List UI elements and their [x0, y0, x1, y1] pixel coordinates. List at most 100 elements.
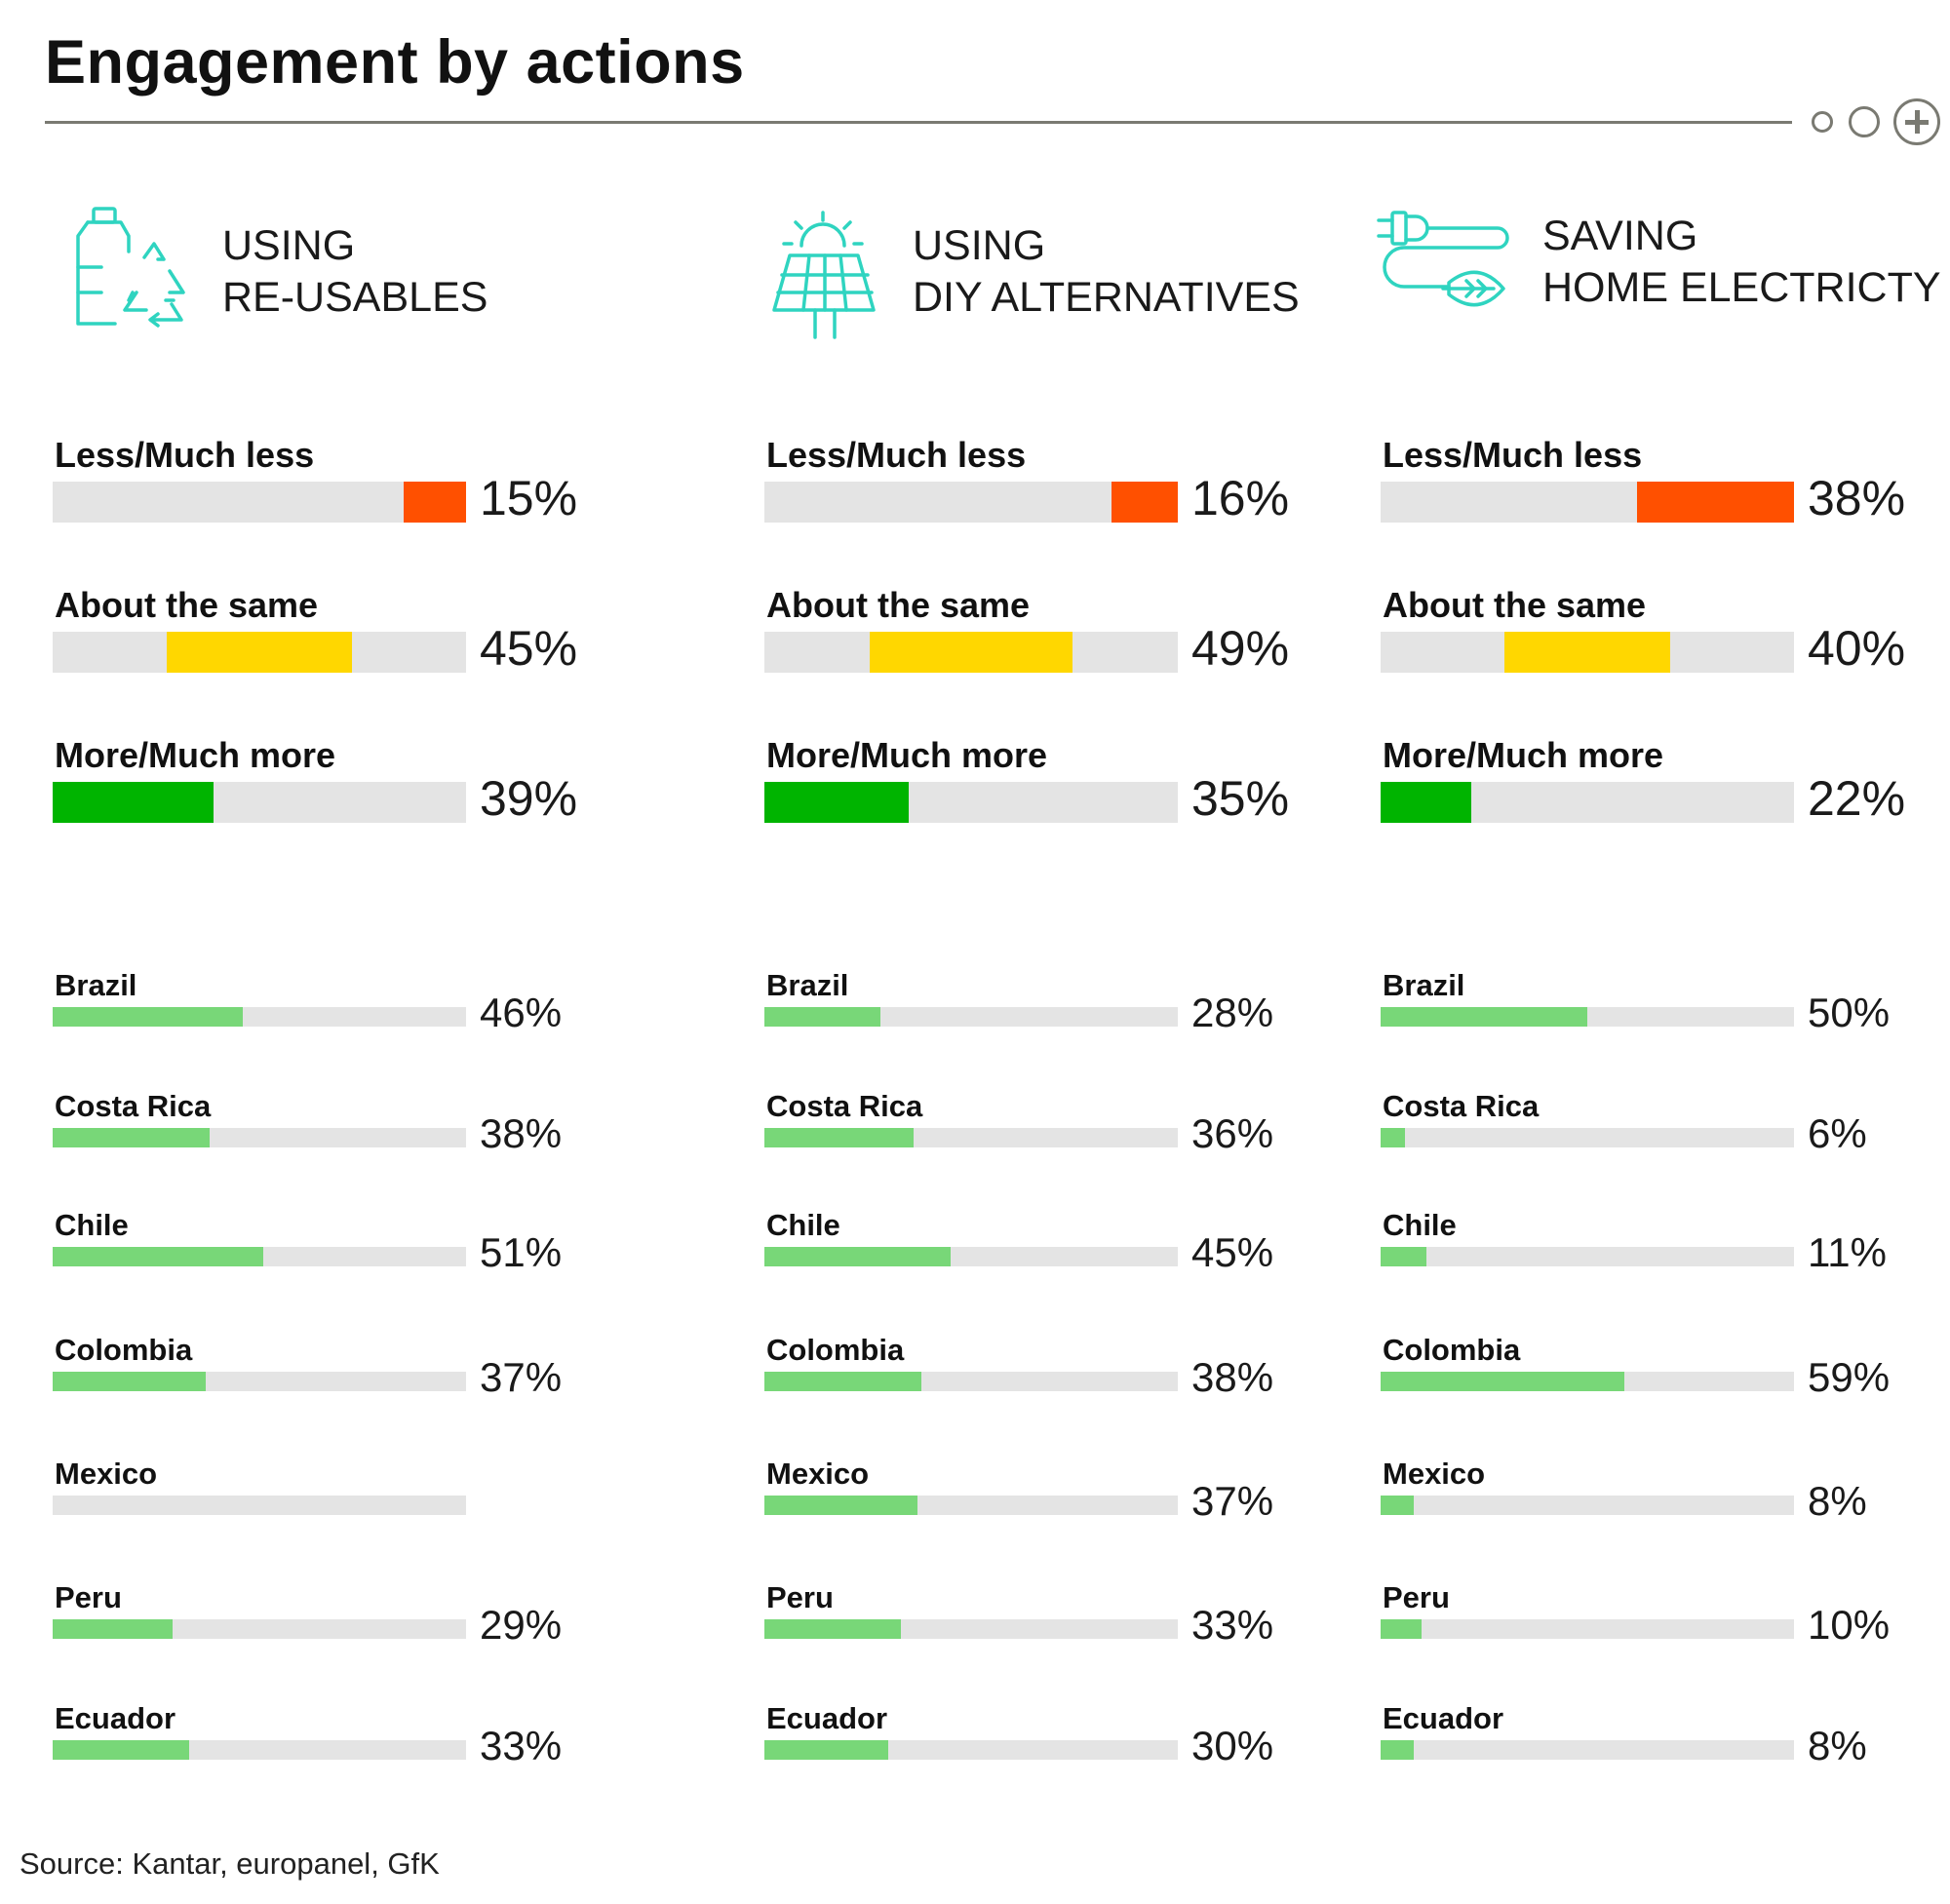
country-bar [53, 1740, 189, 1760]
country-value: 6% [1808, 1110, 1867, 1156]
category-label: More/Much more [55, 735, 336, 775]
country-bar-track [764, 1740, 1178, 1760]
country-value: 30% [1191, 1723, 1274, 1768]
country-label: Chile [55, 1208, 129, 1242]
country-label: Chile [766, 1208, 840, 1242]
country-bar-track [1381, 1372, 1794, 1391]
category-bar [1636, 482, 1794, 523]
panel-heading-line: USING [913, 222, 1046, 269]
country-value: 50% [1808, 990, 1891, 1035]
country-value: 38% [1191, 1354, 1274, 1400]
country-label: Colombia [1383, 1333, 1521, 1367]
country-bar [764, 1496, 917, 1515]
recycle-bottle-icon [58, 199, 205, 345]
country-bar-track [53, 1247, 466, 1266]
country-label: Mexico [55, 1457, 158, 1491]
country-bar-track [764, 1496, 1178, 1515]
country-value: 28% [1191, 990, 1274, 1035]
country-label: Costa Rica [766, 1089, 923, 1123]
country-bar [1381, 1740, 1414, 1760]
country-bar-track [53, 1007, 466, 1027]
country-label: Brazil [55, 968, 137, 1002]
panel-heading: USING RE-USABLES [222, 220, 488, 324]
category-label: About the same [766, 585, 1031, 625]
country-label: Costa Rica [55, 1089, 212, 1123]
country-label: Ecuador [55, 1701, 176, 1735]
panel-heading-line: SAVING [1542, 213, 1698, 259]
country-value: 11% [1808, 1229, 1887, 1275]
category-bar-track [1381, 632, 1794, 673]
country-value: 33% [1191, 1602, 1274, 1648]
page-dot-1[interactable] [1812, 111, 1833, 133]
country-bar-track [1381, 1740, 1794, 1760]
category-value: 15% [480, 471, 578, 525]
category-bar [1381, 782, 1472, 823]
country-bar [1381, 1247, 1426, 1266]
country-label: Peru [55, 1580, 122, 1614]
category-bar [870, 632, 1072, 673]
category-bar-track [53, 632, 466, 673]
country-bar [764, 1128, 914, 1147]
category-bar [1504, 632, 1670, 673]
country-label: Brazil [766, 968, 849, 1002]
country-bar-track [1381, 1619, 1794, 1639]
category-bar-track [764, 482, 1178, 523]
category-label: More/Much more [766, 735, 1048, 775]
country-label: Peru [1383, 1580, 1450, 1614]
category-value: 35% [1191, 771, 1290, 826]
category-bar [764, 782, 910, 823]
country-bar-track [764, 1247, 1178, 1266]
country-bar [764, 1247, 951, 1266]
solar-panel-icon [751, 199, 897, 345]
category-bar-track [1381, 482, 1794, 523]
country-bar [1381, 1619, 1423, 1639]
country-value: 29% [480, 1602, 563, 1648]
source-note: Source: Kantar, europanel, GfK [20, 1846, 440, 1881]
country-value: 46% [480, 990, 563, 1035]
country-value: 8% [1808, 1723, 1867, 1768]
category-label: About the same [1383, 585, 1647, 625]
category-value: 45% [480, 621, 578, 676]
country-bar [1381, 1007, 1587, 1027]
country-bar-track [764, 1619, 1178, 1639]
country-value: 8% [1808, 1478, 1867, 1524]
country-bar [53, 1128, 211, 1147]
country-label: Costa Rica [1383, 1089, 1540, 1123]
category-bar [53, 782, 214, 823]
country-value: 36% [1191, 1110, 1274, 1156]
category-bar-track [53, 482, 466, 523]
category-bar [166, 632, 353, 673]
country-value: 51% [480, 1229, 563, 1275]
category-bar [404, 482, 466, 523]
panel-heading-line: RE-USABLES [222, 274, 488, 321]
category-value: 39% [480, 771, 578, 826]
country-bar-track [764, 1128, 1178, 1147]
category-value: 38% [1808, 471, 1906, 525]
category-bar-track [1381, 782, 1794, 823]
category-label: More/Much more [1383, 735, 1664, 775]
category-label: Less/Much less [766, 435, 1027, 475]
country-value: 33% [480, 1723, 563, 1768]
country-label: Colombia [766, 1333, 905, 1367]
country-bar [53, 1247, 264, 1266]
country-bar [53, 1007, 244, 1027]
plug-leaf-icon [1375, 199, 1521, 345]
category-label: Less/Much less [55, 435, 315, 475]
panel-heading-line: DIY ALTERNATIVES [913, 274, 1300, 321]
title-rule [45, 121, 1792, 124]
panel-heading: USING DIY ALTERNATIVES [913, 220, 1300, 324]
country-bar-track [764, 1372, 1178, 1391]
country-bar-track [53, 1128, 466, 1147]
expand-plus-icon[interactable] [1893, 98, 1940, 145]
country-bar-track [53, 1619, 466, 1639]
page-dot-2[interactable] [1849, 106, 1880, 137]
country-bar-track [53, 1372, 466, 1391]
country-bar [1381, 1128, 1406, 1147]
country-bar [764, 1619, 901, 1639]
country-bar [1381, 1496, 1414, 1515]
panel-heading-line: HOME ELECTRICTY [1542, 264, 1941, 311]
country-value: 59% [1808, 1354, 1891, 1400]
country-bar-track [764, 1007, 1178, 1027]
category-value: 49% [1191, 621, 1290, 676]
country-label: Ecuador [766, 1701, 888, 1735]
